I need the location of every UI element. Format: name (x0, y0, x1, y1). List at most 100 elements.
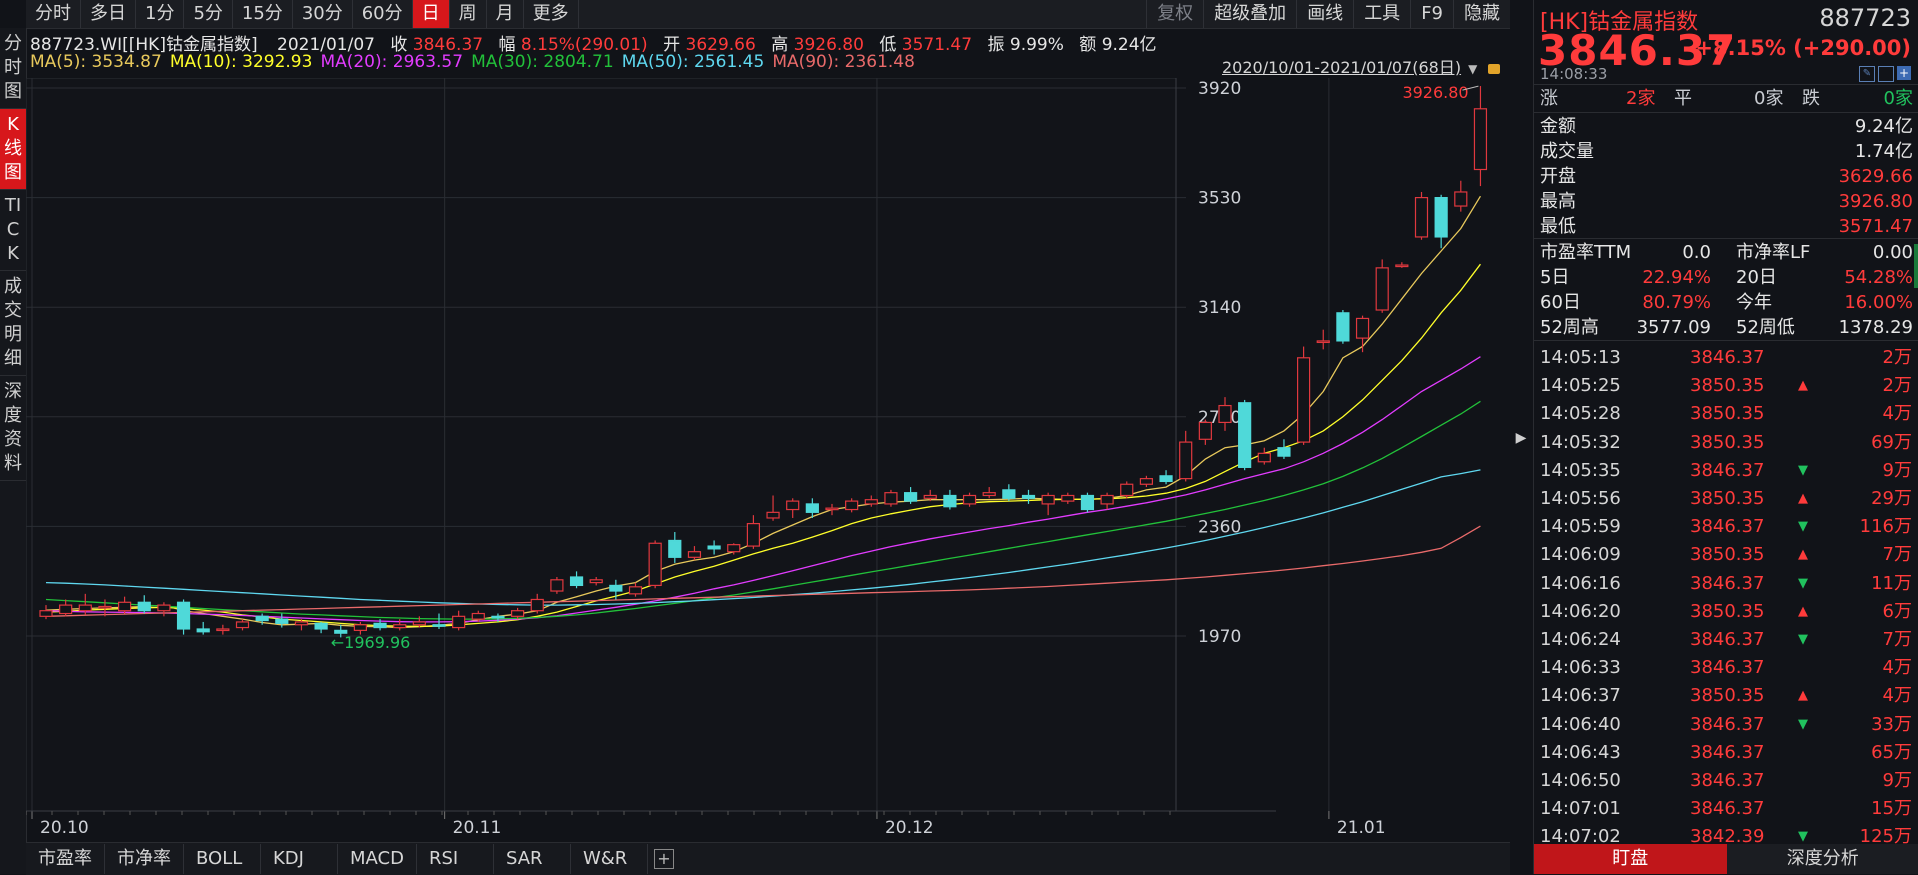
period-4[interactable]: 15分 (233, 0, 293, 28)
indicator-tab-1[interactable]: 市净率 (105, 844, 184, 874)
candle[interactable] (178, 599, 190, 634)
period-6[interactable]: 60分 (353, 0, 413, 28)
candle-body (1357, 318, 1369, 338)
tool-button-5[interactable]: 隐藏 (1453, 0, 1510, 28)
window-icon[interactable] (1878, 66, 1894, 82)
tick-price: 3850.35 (1690, 541, 1764, 569)
candle[interactable] (551, 577, 563, 594)
period-7[interactable]: 日 (413, 0, 450, 28)
period-9[interactable]: 月 (487, 0, 524, 28)
indicator-tab-4[interactable]: MACD (338, 844, 417, 874)
candle[interactable] (1298, 347, 1310, 445)
period-0[interactable]: 分时 (26, 0, 81, 28)
date-range-selector[interactable]: 2020/10/01-2021/01/07(68日) ▼ (1222, 54, 1500, 78)
indicator-tab-5[interactable]: RSI (417, 844, 494, 874)
candle-body (531, 599, 543, 610)
candle[interactable] (1121, 481, 1133, 498)
period-1[interactable]: 多日 (81, 0, 136, 28)
tick-price: 3846.37 (1690, 344, 1764, 372)
indicator-tab-6[interactable]: SAR (494, 844, 571, 874)
candle-body (492, 616, 504, 618)
candle[interactable] (1258, 448, 1270, 465)
candle-body (413, 622, 425, 625)
candle[interactable] (1416, 192, 1428, 240)
candle[interactable] (1376, 259, 1388, 312)
candle-body (354, 625, 366, 631)
tick-price: 3846.37 (1690, 457, 1764, 485)
candle-body (767, 512, 779, 518)
candle-body (158, 605, 170, 611)
indicator-tab-3[interactable]: KDJ (261, 844, 338, 874)
ratio-label: 20日 (1736, 265, 1777, 290)
add-icon[interactable]: + (1897, 66, 1911, 80)
tool-button-3[interactable]: 工具 (1353, 0, 1410, 28)
ma-legend-item: MA(5): 3534.87 (30, 52, 162, 72)
arrow-down-icon: ▼ (1798, 570, 1808, 598)
indicator-tab-2[interactable]: BOLL (184, 844, 261, 874)
indicator-tab-0[interactable]: 市盈率 (26, 844, 105, 874)
ma-legend-item: MA(30): 2804.71 (471, 52, 614, 72)
left-tab-0[interactable]: 分时图 (0, 28, 26, 109)
candle[interactable] (1455, 181, 1467, 212)
left-tab-label: 分时图 (4, 32, 22, 104)
candle[interactable] (1239, 400, 1251, 470)
scrollbar[interactable] (1914, 244, 1918, 288)
period-8[interactable]: 周 (450, 0, 487, 28)
period-5[interactable]: 30分 (293, 0, 353, 28)
candle-body (138, 602, 150, 610)
candle[interactable] (1474, 86, 1486, 186)
divider (1534, 340, 1918, 341)
tick-time: 14:06:16 (1540, 570, 1621, 598)
candle[interactable] (885, 490, 897, 507)
candle[interactable] (1435, 195, 1447, 248)
candle[interactable] (1180, 431, 1192, 482)
edit-icon[interactable]: ✎ (1859, 66, 1875, 82)
left-tab-1[interactable]: K线图 (0, 109, 26, 190)
tick-time: 14:06:40 (1540, 711, 1621, 739)
candle[interactable] (649, 540, 661, 588)
candle-body (40, 611, 52, 617)
tool-button-0[interactable]: 复权 (1146, 0, 1203, 28)
left-tab-4[interactable]: 深度资料 (0, 376, 26, 481)
candle[interactable] (1317, 330, 1329, 350)
lock-icon[interactable] (1488, 64, 1500, 74)
chevron-down-icon: ▼ (1468, 62, 1477, 76)
candle-body (571, 577, 583, 585)
tick-price: 3846.37 (1690, 513, 1764, 541)
y-tick-label: 3920 (1198, 79, 1241, 99)
candle-body (295, 622, 307, 625)
candle-body (1435, 198, 1447, 237)
add-indicator-icon[interactable]: + (654, 849, 674, 869)
tick-price: 3850.35 (1690, 682, 1764, 710)
candle[interactable] (1199, 420, 1211, 445)
candle[interactable] (1278, 439, 1290, 459)
left-tab-3[interactable]: 成交明细 (0, 271, 26, 376)
tool-button-4[interactable]: F9 (1410, 0, 1453, 28)
period-10[interactable]: 更多 (524, 0, 579, 28)
candle[interactable] (1337, 310, 1349, 344)
kline-chart[interactable]: 39203530314027502360197020.1020.1120.122… (26, 78, 1510, 840)
candle[interactable] (1357, 316, 1369, 353)
tool-button-2[interactable]: 画线 (1296, 0, 1353, 28)
candle[interactable] (1396, 262, 1408, 268)
left-tab-2[interactable]: TICK (0, 190, 26, 271)
collapse-right-panel-icon[interactable]: ▶ (1512, 420, 1530, 456)
candle-body (1278, 448, 1290, 456)
period-2[interactable]: 1分 (136, 0, 184, 28)
indicator-tab-7[interactable]: W&R (571, 844, 648, 874)
period-3[interactable]: 5分 (184, 0, 232, 28)
tick-time: 14:06:20 (1540, 598, 1621, 626)
panel-tab-0[interactable]: 盯盘 (1534, 844, 1727, 874)
panel-tab-1[interactable]: 深度分析 (1727, 844, 1918, 874)
candle-body (512, 611, 524, 617)
tick-time: 14:07:01 (1540, 795, 1621, 823)
candle-body (1298, 358, 1310, 442)
tool-button-1[interactable]: 超级叠加 (1203, 0, 1296, 28)
candle[interactable] (1081, 493, 1093, 513)
